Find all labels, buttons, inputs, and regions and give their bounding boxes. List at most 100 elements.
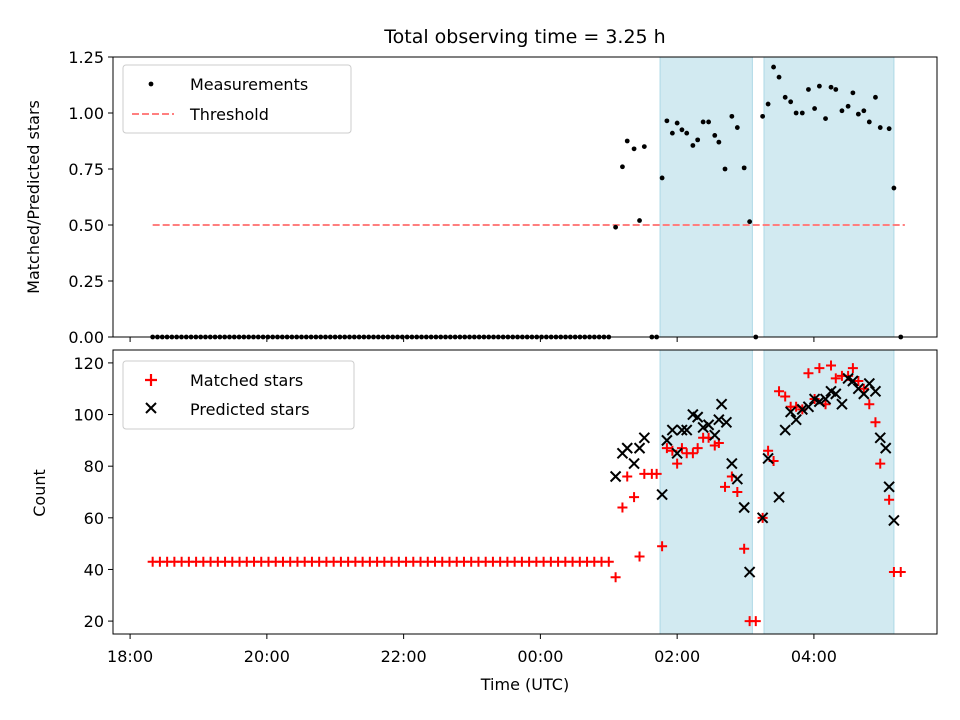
x-tick-label: 20:00	[244, 647, 290, 666]
matched-star-point	[651, 468, 662, 479]
matched-star-point	[774, 386, 785, 397]
top-plot-frame	[112, 56, 938, 338]
predicted-star-point	[888, 514, 900, 527]
matched-star-point	[661, 443, 672, 454]
matched-star-point	[830, 373, 841, 384]
matched-star-point	[739, 543, 750, 554]
x-tick-label: 04:00	[791, 647, 837, 666]
top-y-axis-label: Matched/Predicted stars	[24, 100, 43, 294]
bottom-panel: 20 40 60 80 100 120 18:00 20:00 22:00 00:00 02:00…	[30, 349, 938, 694]
matched-star-point	[826, 360, 837, 371]
measurement-point	[712, 133, 718, 138]
predicted-star-point	[863, 377, 876, 390]
measurement-point	[782, 94, 788, 100]
measurement-point	[776, 74, 782, 80]
matched-star-point	[622, 471, 633, 482]
bottom-y-tick-label: 40	[84, 560, 104, 579]
measurement-point	[812, 106, 817, 111]
top-legend: Measurements Threshold	[122, 64, 352, 134]
measurement-point	[788, 99, 794, 105]
measurement-point	[839, 108, 845, 114]
matched-star-point	[692, 443, 703, 454]
bottom-legend-box	[122, 360, 355, 430]
measurement-point	[729, 113, 735, 119]
predicted-star-point	[813, 395, 826, 408]
measurement-point	[716, 139, 722, 145]
predicted-star-point	[676, 424, 688, 436]
bottom-y-tick-label: 100	[73, 406, 104, 425]
measurement-point	[823, 116, 828, 121]
top-y-tick-label: 0.75	[68, 160, 104, 179]
matched-star-point	[672, 458, 683, 469]
top-y-tick-label: 0.00	[68, 328, 104, 347]
predicted-star-point	[880, 442, 892, 454]
predicted-star-point	[830, 388, 842, 400]
measurement-point	[695, 137, 701, 143]
predicted-star-point	[713, 414, 725, 426]
matched-star-point	[870, 417, 881, 428]
measurement-point	[765, 101, 771, 107]
predicted-star-point	[762, 452, 774, 465]
shaded-interval-1	[763, 56, 895, 338]
legend-measurements-label: Measurements	[190, 75, 308, 94]
matched-star-point	[814, 363, 825, 374]
bottom-plot-frame	[112, 349, 938, 635]
matched-star-point	[763, 445, 774, 456]
matched-star-point	[750, 616, 761, 627]
matched-star-point	[617, 502, 628, 513]
measurement-point	[624, 138, 630, 144]
predicted-star-point	[681, 424, 693, 436]
measurement-point	[850, 90, 856, 96]
predicted-star-point	[638, 432, 651, 444]
measurement-point	[690, 143, 696, 148]
top-y-tick-label: 1.25	[68, 48, 104, 67]
matched-star-point	[687, 448, 698, 459]
x-tick-label: 18:00	[107, 647, 153, 666]
predicted-star-point	[869, 385, 882, 398]
bottom-legend: Matched stars Predicted stars	[122, 360, 355, 430]
legend-threshold-label: Threshold	[189, 105, 269, 124]
measurement-point	[706, 119, 712, 125]
predicted-star-point	[756, 512, 769, 524]
measurement-point	[700, 119, 706, 125]
measurement-point	[613, 224, 619, 230]
bottom-y-tick-label: 60	[84, 509, 104, 528]
predicted-star-point	[671, 447, 683, 459]
matched-star-point	[720, 481, 731, 492]
measurement-point	[828, 84, 834, 90]
measurement-point	[866, 119, 872, 125]
predicted-star-point	[819, 393, 832, 405]
top-panel: 0.00 0.25 0.50 0.75 1.00 1.25 Matched/Predict…	[24, 48, 938, 347]
predicted-star-point	[847, 375, 859, 387]
measurement-point	[877, 125, 883, 130]
measurement-point	[771, 64, 776, 70]
matched-star-point	[853, 375, 864, 386]
predicted-star-point	[609, 470, 622, 483]
measurement-point	[799, 110, 805, 116]
measurement-point	[833, 87, 839, 92]
matched-star-point	[657, 541, 668, 552]
predicted-star-point	[633, 442, 646, 454]
predicted-star-point	[874, 432, 886, 444]
matched-star-point	[610, 572, 621, 583]
x-axis-label: Time (UTC)	[480, 675, 569, 694]
predicted-star-point	[836, 398, 848, 410]
bottom-y-tick-label: 20	[84, 612, 104, 631]
top-legend-box	[122, 64, 352, 134]
measurement-point	[816, 83, 822, 89]
matched-star-point	[732, 487, 743, 497]
measurement-point	[722, 166, 728, 172]
bottom-y-axis-label: Count	[30, 469, 49, 517]
legend-matched-label: Matched stars	[190, 371, 303, 390]
predicted-star-point	[726, 457, 738, 470]
legend-matched-marker	[145, 374, 157, 386]
matched-star-point	[803, 368, 814, 379]
measurement-point	[631, 146, 637, 152]
measurement-point	[793, 110, 799, 116]
matched-star-point	[864, 399, 875, 410]
legend-measurements-marker	[148, 81, 154, 87]
x-tick-label: 22:00	[381, 647, 427, 666]
predicted-star-point	[802, 401, 815, 413]
predicted-star-point	[720, 416, 733, 428]
predicted-star-point	[790, 414, 802, 426]
